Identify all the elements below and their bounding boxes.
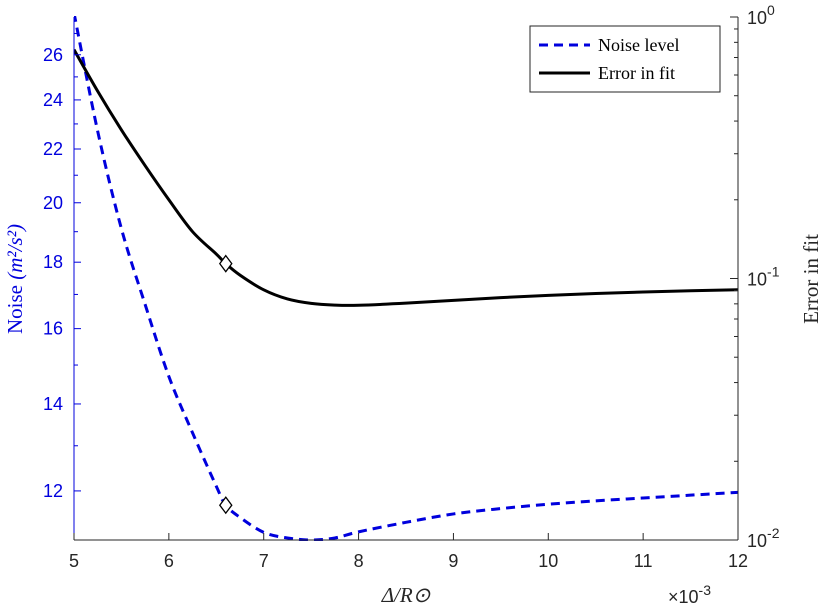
left-tick-label: 20	[43, 193, 63, 213]
x-exponent-power: -3	[699, 582, 712, 598]
left-tick-label: 22	[43, 139, 63, 159]
right-tick-exponent: -2	[767, 525, 780, 541]
left-tick-label: 24	[43, 90, 63, 110]
axes: 5 6 7 8 9 10 11 12 ×10-3 Δ/R⊙ 12 14 16 18 20 22 24 26 Nois…	[3, 2, 823, 607]
legend: Noise level Error in fit	[529, 25, 721, 93]
diamond-marker	[218, 496, 233, 515]
x-tick-label: 5	[69, 551, 79, 571]
x-tick-label: 9	[448, 551, 458, 571]
x-tick-label: 10	[538, 551, 558, 571]
legend-box	[529, 25, 721, 93]
left-tick-label: 26	[43, 45, 63, 65]
left-axis-label-units: (m²/s²)	[3, 224, 27, 280]
right-tick-exponent: -1	[767, 264, 780, 280]
x-exponent-label: ×10-3	[668, 582, 711, 607]
right-tick-label: 10-2	[747, 525, 780, 551]
diamond-marker	[218, 254, 233, 273]
left-tick-label: 16	[43, 319, 63, 339]
left-tick-label: 12	[43, 481, 63, 501]
x-tick-label: 12	[728, 551, 748, 571]
left-tick-label: 14	[43, 394, 63, 414]
right-tick-label: 100	[747, 2, 775, 28]
right-axis-label: Error in fit	[799, 234, 823, 324]
series-line-noise-level	[74, 16, 738, 541]
right-tick-exponent: 0	[767, 2, 775, 18]
left-tick-label: 18	[43, 252, 63, 272]
x-tick-label: 11	[634, 551, 653, 571]
series-line-error-in-fit	[74, 48, 738, 307]
x-tick-label: 7	[259, 551, 269, 571]
x-axis-label: Δ/R⊙	[381, 583, 431, 607]
legend-label: Noise level	[598, 35, 679, 55]
left-axis-label-text: Noise	[3, 280, 27, 334]
x-tick-label: 8	[354, 551, 364, 571]
legend-label: Error in fit	[598, 63, 675, 83]
x-tick-label: 6	[164, 551, 174, 571]
plot-area	[74, 16, 738, 541]
right-tick-label: 10-1	[747, 264, 780, 290]
left-axis-label: Noise (m²/s²)	[3, 224, 27, 334]
